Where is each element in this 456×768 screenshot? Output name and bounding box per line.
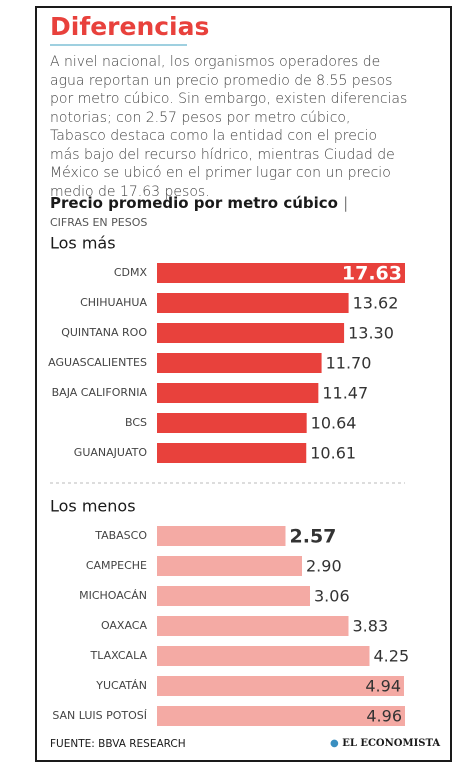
value-label: 13.30: [348, 324, 394, 343]
bar: [157, 586, 310, 606]
value-label: 17.63: [342, 263, 402, 285]
category-label: BCS: [125, 416, 147, 429]
section-title: Los menos: [50, 497, 136, 516]
value-label: 4.25: [374, 647, 410, 666]
bar: [157, 646, 370, 666]
value-label: 4.96: [366, 707, 402, 726]
brand-text: EL ECONOMISTA: [342, 738, 441, 749]
category-label: TLAXCALA: [90, 649, 148, 662]
bar: [157, 353, 322, 373]
paragraph: A nivel nacional, los organismos operado…: [50, 54, 408, 200]
title-rule: [50, 44, 187, 46]
bar: [157, 413, 307, 433]
bar: [157, 556, 302, 576]
category-label: CAMPECHE: [86, 559, 147, 572]
bar: [157, 383, 319, 403]
bar: [157, 443, 307, 463]
bar: [157, 616, 349, 636]
category-label: TABASCO: [94, 529, 147, 542]
category-label: SAN LUIS POTOSÍ: [52, 709, 147, 722]
category-label: CDMX: [114, 266, 148, 279]
value-label: 2.57: [290, 526, 337, 548]
chart-subheading: CIFRAS EN PESOS: [50, 216, 148, 229]
bar: [157, 293, 349, 313]
value-label: 2.90: [306, 557, 342, 576]
category-label: OAXACA: [101, 619, 148, 632]
value-label: 3.06: [314, 587, 350, 606]
bar: [157, 676, 404, 696]
frame: [35, 6, 452, 762]
category-label: YUCATÁN: [95, 679, 147, 692]
source: FUENTE: BBVA RESEARCH: [50, 738, 186, 750]
chart-heading-text: Precio promedio por metro cúbico: [50, 194, 338, 212]
value-label: 13.62: [353, 294, 399, 313]
category-label: GUANAJUATO: [74, 446, 148, 459]
category-label: MICHOACÁN: [79, 589, 147, 602]
bar: [157, 263, 405, 283]
category-label: CHIHUAHUA: [80, 296, 147, 309]
category-label: QUINTANA ROO: [61, 326, 147, 339]
bar: [157, 323, 345, 343]
value-label: 11.47: [322, 384, 368, 403]
value-label: 10.61: [310, 444, 356, 463]
brand: ● EL ECONOMISTA: [330, 738, 441, 749]
title: Diferencias: [50, 12, 210, 41]
bar: [157, 706, 405, 726]
category-label: AGUASCALIENTES: [48, 356, 147, 369]
section-title: Los más: [50, 234, 116, 253]
value-label: 10.64: [311, 414, 357, 433]
value-label: 4.94: [365, 677, 401, 696]
value-label: 11.70: [326, 354, 372, 373]
value-label: 3.83: [353, 617, 389, 636]
category-label: BAJA CALIFORNIA: [52, 386, 148, 399]
chart-heading: Precio promedio por metro cúbico |: [50, 194, 349, 212]
bar: [157, 526, 286, 546]
